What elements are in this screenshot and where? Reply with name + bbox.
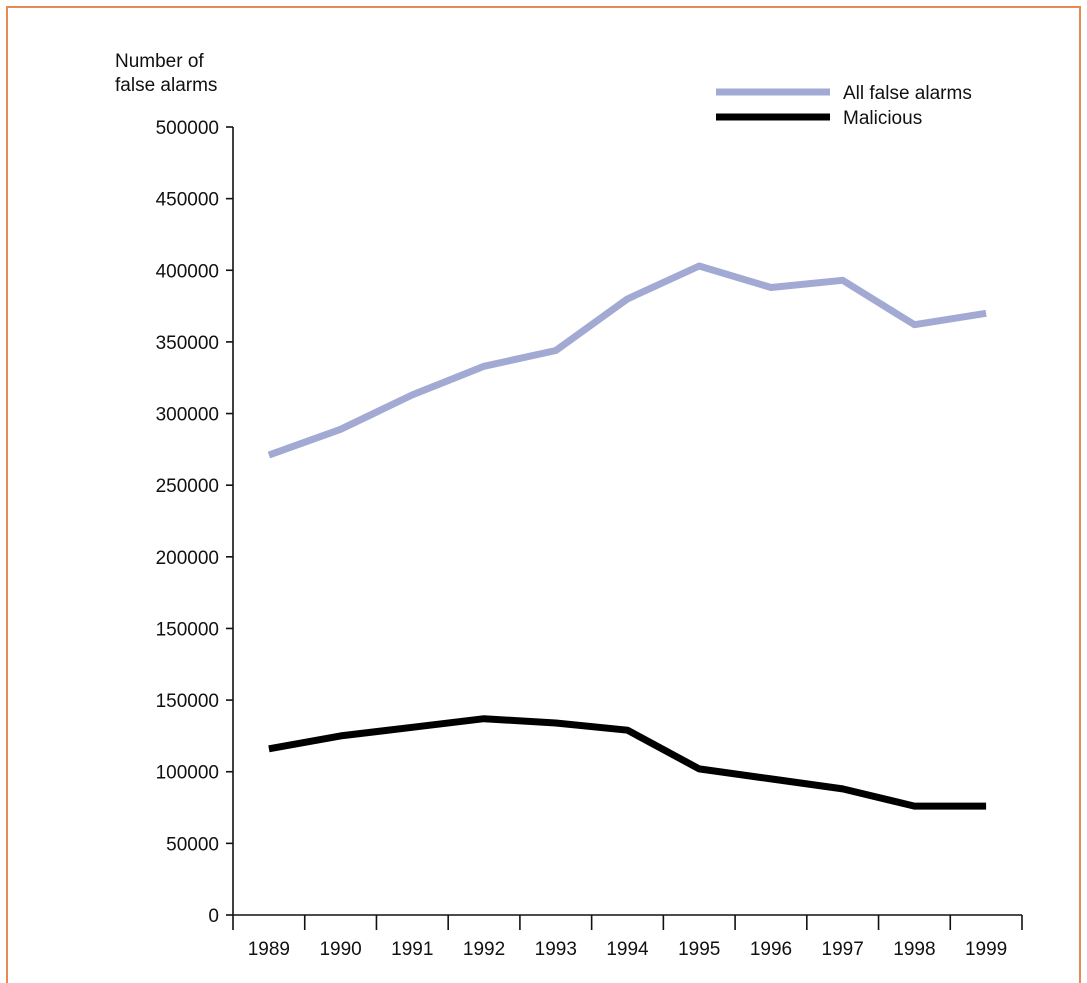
x-tick-label: 1989 (248, 939, 290, 960)
y-tick-label: 450000 (156, 190, 219, 211)
y-tick-label: 250000 (156, 476, 219, 497)
x-tick-label: 1994 (606, 939, 649, 960)
y-axis-label: false alarms (115, 75, 217, 96)
x-tick-label: 1990 (319, 939, 361, 960)
chart-frame (6, 6, 1081, 983)
y-tick-label: 300000 (156, 405, 219, 426)
x-tick-label: 1992 (463, 939, 505, 960)
legend-label: Malicious (843, 108, 922, 129)
y-tick-label: 350000 (156, 333, 219, 354)
x-tick-label: 1997 (822, 939, 864, 960)
x-tick-label: 1998 (893, 939, 935, 960)
y-tick-label: 150000 (156, 619, 219, 640)
y-axis-label: Number of (115, 51, 204, 72)
series-line-malicious (268, 715, 987, 810)
y-tick-label: 0 (208, 906, 219, 927)
x-tick-label: 1996 (750, 939, 792, 960)
y-tick-label: 50000 (166, 834, 219, 855)
y-tick-label: 500000 (156, 118, 219, 139)
series-line-all-false-alarms (267, 262, 987, 459)
x-tick-label: 1991 (391, 939, 433, 960)
legend-label: All false alarms (843, 83, 972, 104)
y-tick-label: 200000 (156, 548, 219, 569)
x-tick-label: 1995 (678, 939, 720, 960)
y-tick-label: 400000 (156, 261, 219, 282)
x-tick-label: 1993 (535, 939, 577, 960)
series-layer (267, 262, 987, 810)
axes: Number of false alarms 0 50000 100000 150000 1… (115, 51, 1023, 960)
x-tick-label: 1999 (965, 939, 1007, 960)
legend: All false alarms Malicious (716, 83, 972, 129)
y-tick-label: 100000 (156, 763, 219, 784)
y-tick-label: 150000 (156, 691, 219, 712)
